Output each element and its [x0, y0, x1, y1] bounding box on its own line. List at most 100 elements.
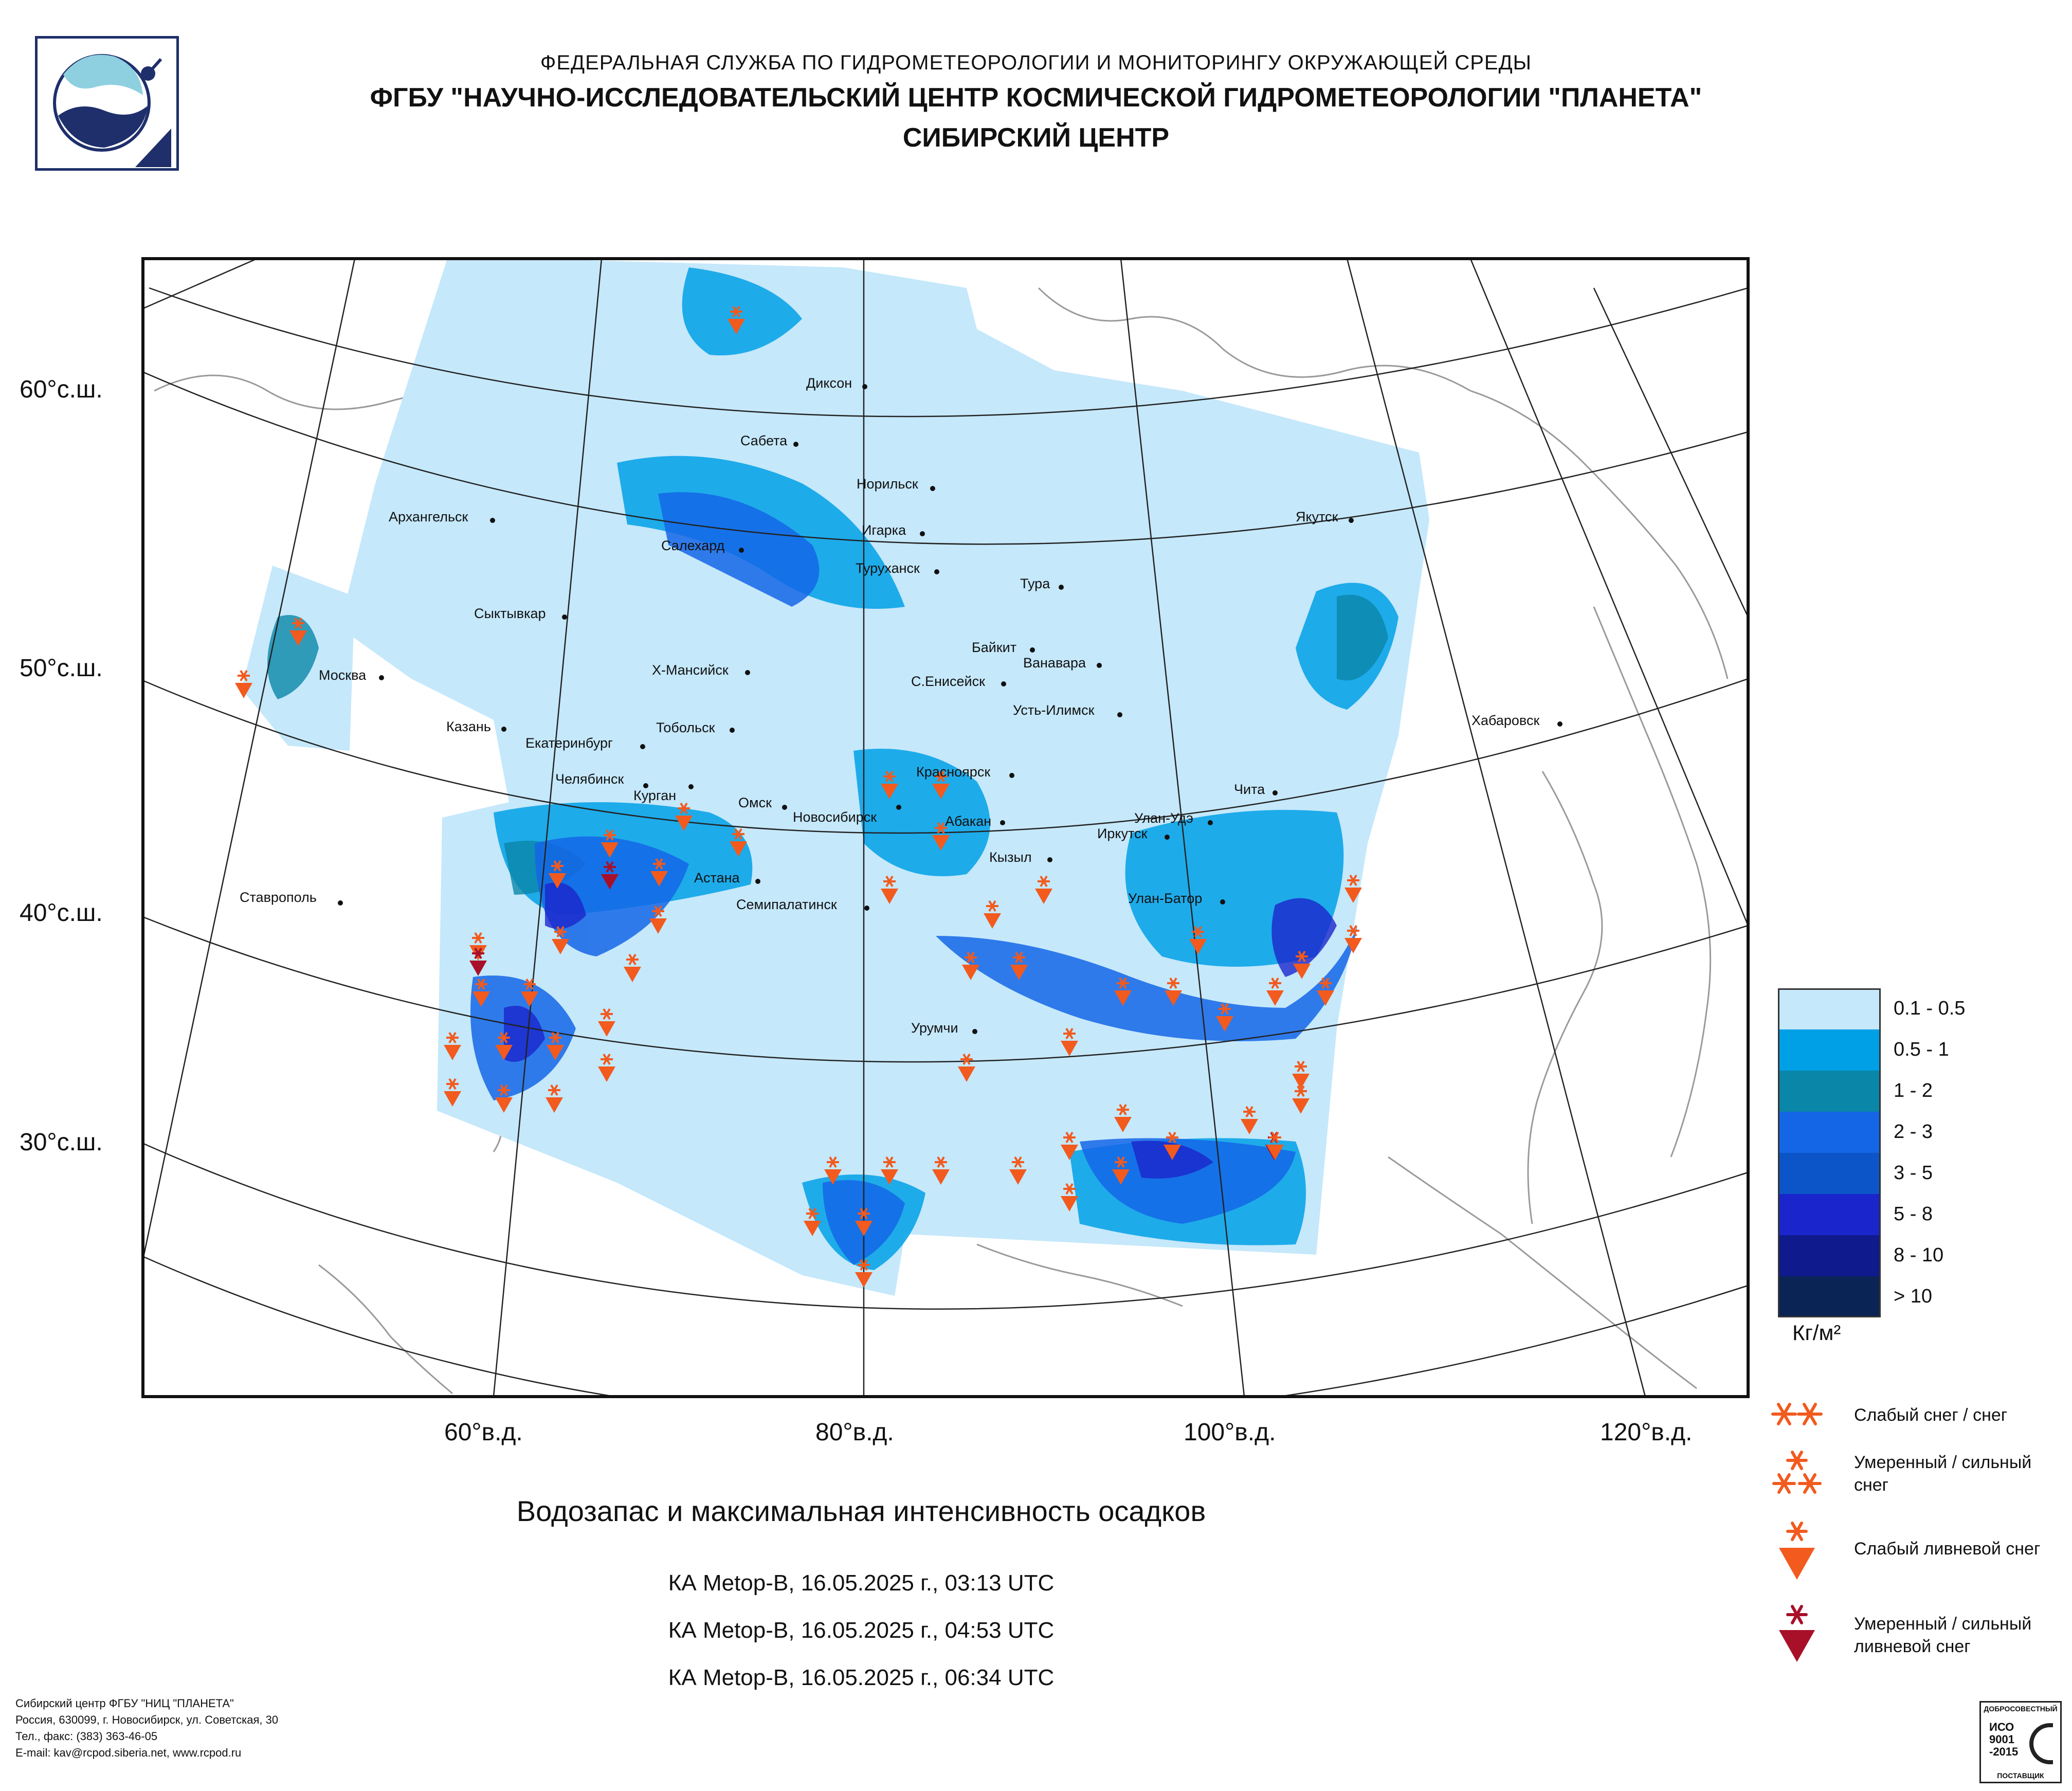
- city-label: Усть-Илимск: [1013, 702, 1095, 718]
- city-label: Салехард: [661, 538, 725, 553]
- snow-shower-light-icon: [1779, 1522, 1815, 1580]
- light-snow-shower-marker: [547, 1032, 564, 1060]
- symbol-legend-icons: [1771, 1403, 1823, 1662]
- units-label: Кг/м²: [1792, 1320, 1841, 1345]
- light-snow-shower-marker: [675, 802, 693, 831]
- light-snow-shower-marker: [444, 1032, 461, 1060]
- light-snow-shower-marker: [521, 978, 538, 1007]
- institute-title: ФГБУ "НАУЧНО-ИССЛЕДОВАТЕЛЬСКИЙ ЦЕНТР КОС…: [370, 83, 1702, 113]
- legend-swatch: [1778, 988, 1881, 1029]
- city-label: Челябинск: [555, 771, 624, 787]
- city-label: Сыктывкар: [474, 606, 546, 621]
- legend-swatch: [1778, 1071, 1881, 1112]
- footer-line: Россия, 630099, г. Новосибирск, ул. Сове…: [15, 1713, 279, 1726]
- center-title: СИБИРСКИЙ ЦЕНТР: [902, 123, 1170, 153]
- light-snow-shower-marker: [1292, 1060, 1310, 1089]
- lon-label: 60°в.д.: [444, 1419, 523, 1446]
- swath-heavy: [470, 492, 1357, 1265]
- lat-label: 60°с.ш.: [20, 376, 103, 403]
- heavy-snow-shower-marker: [601, 861, 619, 890]
- light-snow-shower-marker: [598, 1008, 615, 1037]
- light-snow-shower-marker: [235, 670, 252, 698]
- city-label: Архангельск: [389, 509, 468, 524]
- light-snow-shower-marker: [1114, 1103, 1132, 1132]
- light-snow-shower-marker: [881, 770, 898, 799]
- legend-swatch: [1778, 1276, 1881, 1317]
- city-label: Новосибирск: [793, 809, 877, 825]
- satellite-pass: КА Metop-B, 16.05.2025 г., 04:53 UTC: [668, 1618, 1055, 1643]
- light-snow-shower-marker: [1061, 1027, 1078, 1056]
- light-snow-shower-marker: [1114, 977, 1132, 1006]
- light-snow-shower-marker: [1216, 1003, 1233, 1032]
- city-label: Екатеринбург: [525, 735, 613, 751]
- light-snow-shower-marker: [1241, 1106, 1258, 1134]
- light-snow-shower-marker: [495, 1032, 513, 1060]
- triple-snowflake-icon: [1772, 1451, 1822, 1494]
- legend-label: 3 - 5: [1894, 1162, 1933, 1184]
- city-label: Урумчи: [911, 1020, 958, 1036]
- map-frame: [141, 257, 1750, 1398]
- light-snow-shower-marker: [1035, 875, 1052, 904]
- city-label: Чита: [1234, 782, 1265, 797]
- symbol-label-light-snow: Слабый снег / снег: [1854, 1405, 2008, 1425]
- light-snow-shower-marker: [1189, 926, 1207, 954]
- legend-swatch: [1778, 1194, 1881, 1235]
- iso-badge: ДОБРОСОВЕСТНЫЙ ИСО 9001 -2015 ПОСТАВЩИК: [1979, 1701, 2062, 1783]
- city-label: Улан-Батор: [1128, 891, 1203, 906]
- map-caption: Водозапас и максимальная интенсивность о…: [516, 1495, 1206, 1527]
- light-snow-shower-marker: [881, 875, 898, 904]
- city-label: Улан-Удэ: [1134, 810, 1193, 826]
- lat-label: 40°с.ш.: [20, 899, 103, 927]
- light-snow-shower-marker: [1344, 925, 1362, 953]
- city-label: Семипалатинск: [736, 897, 837, 912]
- legend-label: 5 - 8: [1894, 1203, 1933, 1225]
- light-snow-shower-marker: [1266, 977, 1284, 1006]
- light-snow-shower-marker: [549, 860, 566, 889]
- city-label: Диксон: [806, 375, 852, 391]
- city-label: Иркутск: [1097, 826, 1148, 841]
- precip-markers: [235, 305, 1362, 1288]
- city-label: Ванавара: [1023, 655, 1086, 671]
- city-label: Байкит: [972, 640, 1017, 655]
- light-snow-shower-marker: [855, 1259, 873, 1288]
- city-label: Москва: [319, 667, 367, 683]
- legend-label: 8 - 10: [1894, 1244, 1944, 1266]
- city-label: Тобольск: [656, 720, 715, 735]
- lat-label: 30°с.ш.: [20, 1129, 103, 1156]
- light-snow-shower-marker: [824, 1156, 842, 1185]
- graticule: [143, 259, 1748, 1397]
- planeta-logo: [35, 36, 179, 171]
- light-snow-shower-marker: [962, 951, 979, 980]
- light-snow-shower-marker: [728, 305, 745, 334]
- lat-label: 50°с.ш.: [20, 655, 103, 682]
- heavy-snow-shower-marker: [469, 947, 487, 976]
- light-snow-shower-marker: [932, 1156, 950, 1185]
- legend-label: 0.1 - 0.5: [1894, 998, 1966, 1019]
- city-label: Х-Мансийск: [652, 662, 729, 678]
- city-dots: [338, 384, 1562, 1034]
- iso-line: 9001: [1989, 1733, 2014, 1746]
- light-snow-shower-marker: [598, 1053, 615, 1082]
- city-label: Хабаровск: [1471, 713, 1540, 728]
- light-snow-shower-marker: [601, 829, 619, 858]
- footer-line: Сибирский центр ФГБУ "НИЦ "ПЛАНЕТА": [15, 1697, 234, 1710]
- light-snow-shower-marker: [624, 953, 641, 982]
- city-label: Казань: [446, 719, 491, 734]
- light-snow-shower-marker: [1112, 1156, 1130, 1185]
- light-snow-shower-marker: [1061, 1131, 1078, 1160]
- light-snow-shower-marker: [730, 828, 747, 857]
- city-label: Туруханск: [856, 560, 920, 576]
- symbol-label-heavy-snow: Умеренный / сильный снег: [1854, 1453, 2032, 1495]
- legend-swatch: [1778, 1153, 1881, 1194]
- iso-line: ИСО: [1989, 1721, 2014, 1733]
- light-snow-shower-marker: [289, 617, 307, 646]
- footer-line: E-mail: kav@rcpod.siberia.net, www.rcpod…: [15, 1746, 242, 1759]
- iso-c-mark: [2029, 1723, 2053, 1764]
- light-snow-shower-marker: [1010, 951, 1028, 980]
- light-snow-shower-marker: [546, 1084, 563, 1113]
- light-snow-shower-marker: [1165, 977, 1182, 1006]
- symbol-label-heavy-shower: Умеренный / сильный ливневой снег: [1854, 1614, 2032, 1656]
- city-label: Астана: [694, 870, 740, 885]
- legend-label: 0.5 - 1: [1894, 1039, 1949, 1060]
- light-snow-shower-marker: [1164, 1131, 1181, 1160]
